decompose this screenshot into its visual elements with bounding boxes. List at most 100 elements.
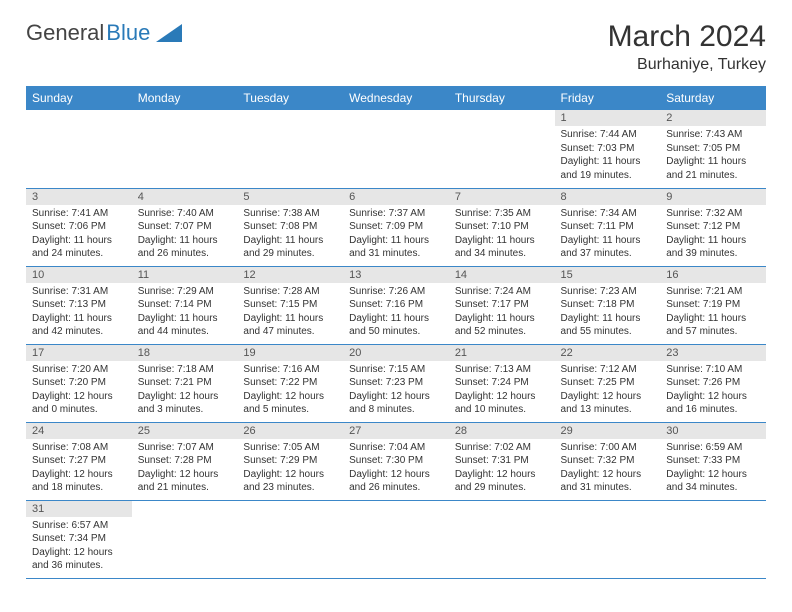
day-body: Sunrise: 7:34 AMSunset: 7:11 PMDaylight:… — [555, 205, 661, 265]
day-number: 27 — [343, 423, 449, 439]
day-number: 11 — [132, 267, 238, 283]
day-number: 23 — [660, 345, 766, 361]
day-body: Sunrise: 7:38 AMSunset: 7:08 PMDaylight:… — [237, 205, 343, 265]
day-body: Sunrise: 7:28 AMSunset: 7:15 PMDaylight:… — [237, 283, 343, 343]
day-number: 6 — [343, 189, 449, 205]
day-cell: 5Sunrise: 7:38 AMSunset: 7:08 PMDaylight… — [237, 188, 343, 266]
day-cell: 27Sunrise: 7:04 AMSunset: 7:30 PMDayligh… — [343, 422, 449, 500]
day-number: 13 — [343, 267, 449, 283]
day-cell: 24Sunrise: 7:08 AMSunset: 7:27 PMDayligh… — [26, 422, 132, 500]
day-number: 24 — [26, 423, 132, 439]
day-number: 14 — [449, 267, 555, 283]
day-cell: 19Sunrise: 7:16 AMSunset: 7:22 PMDayligh… — [237, 344, 343, 422]
day-body: Sunrise: 7:08 AMSunset: 7:27 PMDaylight:… — [26, 439, 132, 499]
day-body: Sunrise: 7:04 AMSunset: 7:30 PMDaylight:… — [343, 439, 449, 499]
calendar-body: 1Sunrise: 7:44 AMSunset: 7:03 PMDaylight… — [26, 110, 766, 578]
empty-cell — [132, 110, 238, 188]
day-number: 18 — [132, 345, 238, 361]
day-number: 4 — [132, 189, 238, 205]
title-block: March 2024 Burhaniye, Turkey — [608, 20, 766, 74]
day-cell: 29Sunrise: 7:00 AMSunset: 7:32 PMDayligh… — [555, 422, 661, 500]
day-number: 12 — [237, 267, 343, 283]
day-cell: 10Sunrise: 7:31 AMSunset: 7:13 PMDayligh… — [26, 266, 132, 344]
day-cell: 6Sunrise: 7:37 AMSunset: 7:09 PMDaylight… — [343, 188, 449, 266]
day-body: Sunrise: 7:10 AMSunset: 7:26 PMDaylight:… — [660, 361, 766, 421]
day-body: Sunrise: 7:41 AMSunset: 7:06 PMDaylight:… — [26, 205, 132, 265]
day-number: 22 — [555, 345, 661, 361]
day-cell: 31Sunrise: 6:57 AMSunset: 7:34 PMDayligh… — [26, 500, 132, 578]
day-body: Sunrise: 7:20 AMSunset: 7:20 PMDaylight:… — [26, 361, 132, 421]
logo-text-1: General — [26, 20, 104, 46]
day-cell: 22Sunrise: 7:12 AMSunset: 7:25 PMDayligh… — [555, 344, 661, 422]
day-body: Sunrise: 7:32 AMSunset: 7:12 PMDaylight:… — [660, 205, 766, 265]
day-number: 9 — [660, 189, 766, 205]
day-number: 16 — [660, 267, 766, 283]
day-body: Sunrise: 7:43 AMSunset: 7:05 PMDaylight:… — [660, 126, 766, 186]
day-body: Sunrise: 7:12 AMSunset: 7:25 PMDaylight:… — [555, 361, 661, 421]
weekday-header: Friday — [555, 86, 661, 110]
empty-cell — [449, 500, 555, 578]
header: GeneralBlue March 2024 Burhaniye, Turkey — [26, 20, 766, 74]
day-number: 28 — [449, 423, 555, 439]
month-title: March 2024 — [608, 20, 766, 54]
day-body: Sunrise: 7:44 AMSunset: 7:03 PMDaylight:… — [555, 126, 661, 186]
day-cell: 28Sunrise: 7:02 AMSunset: 7:31 PMDayligh… — [449, 422, 555, 500]
day-cell: 11Sunrise: 7:29 AMSunset: 7:14 PMDayligh… — [132, 266, 238, 344]
weekday-header: Thursday — [449, 86, 555, 110]
logo: GeneralBlue — [26, 20, 182, 46]
day-number: 31 — [26, 501, 132, 517]
day-cell: 15Sunrise: 7:23 AMSunset: 7:18 PMDayligh… — [555, 266, 661, 344]
day-body: Sunrise: 7:29 AMSunset: 7:14 PMDaylight:… — [132, 283, 238, 343]
day-body: Sunrise: 7:26 AMSunset: 7:16 PMDaylight:… — [343, 283, 449, 343]
day-number: 10 — [26, 267, 132, 283]
day-body: Sunrise: 7:24 AMSunset: 7:17 PMDaylight:… — [449, 283, 555, 343]
day-cell: 20Sunrise: 7:15 AMSunset: 7:23 PMDayligh… — [343, 344, 449, 422]
day-number: 25 — [132, 423, 238, 439]
day-body: Sunrise: 7:18 AMSunset: 7:21 PMDaylight:… — [132, 361, 238, 421]
day-cell: 1Sunrise: 7:44 AMSunset: 7:03 PMDaylight… — [555, 110, 661, 188]
day-cell: 7Sunrise: 7:35 AMSunset: 7:10 PMDaylight… — [449, 188, 555, 266]
day-number: 3 — [26, 189, 132, 205]
day-cell: 13Sunrise: 7:26 AMSunset: 7:16 PMDayligh… — [343, 266, 449, 344]
day-cell: 18Sunrise: 7:18 AMSunset: 7:21 PMDayligh… — [132, 344, 238, 422]
logo-text-2: Blue — [106, 20, 150, 46]
day-body: Sunrise: 7:05 AMSunset: 7:29 PMDaylight:… — [237, 439, 343, 499]
empty-cell — [26, 110, 132, 188]
empty-cell — [343, 500, 449, 578]
empty-cell — [449, 110, 555, 188]
day-number: 21 — [449, 345, 555, 361]
day-number: 26 — [237, 423, 343, 439]
day-body: Sunrise: 7:31 AMSunset: 7:13 PMDaylight:… — [26, 283, 132, 343]
day-body: Sunrise: 7:07 AMSunset: 7:28 PMDaylight:… — [132, 439, 238, 499]
day-cell: 25Sunrise: 7:07 AMSunset: 7:28 PMDayligh… — [132, 422, 238, 500]
day-body: Sunrise: 7:37 AMSunset: 7:09 PMDaylight:… — [343, 205, 449, 265]
day-number: 1 — [555, 110, 661, 126]
day-cell: 30Sunrise: 6:59 AMSunset: 7:33 PMDayligh… — [660, 422, 766, 500]
day-number: 8 — [555, 189, 661, 205]
day-cell: 4Sunrise: 7:40 AMSunset: 7:07 PMDaylight… — [132, 188, 238, 266]
empty-cell — [237, 500, 343, 578]
day-cell: 12Sunrise: 7:28 AMSunset: 7:15 PMDayligh… — [237, 266, 343, 344]
day-number: 30 — [660, 423, 766, 439]
day-number: 2 — [660, 110, 766, 126]
day-cell: 9Sunrise: 7:32 AMSunset: 7:12 PMDaylight… — [660, 188, 766, 266]
day-cell: 26Sunrise: 7:05 AMSunset: 7:29 PMDayligh… — [237, 422, 343, 500]
day-cell: 14Sunrise: 7:24 AMSunset: 7:17 PMDayligh… — [449, 266, 555, 344]
empty-cell — [132, 500, 238, 578]
day-cell: 3Sunrise: 7:41 AMSunset: 7:06 PMDaylight… — [26, 188, 132, 266]
day-cell: 17Sunrise: 7:20 AMSunset: 7:20 PMDayligh… — [26, 344, 132, 422]
day-cell: 2Sunrise: 7:43 AMSunset: 7:05 PMDaylight… — [660, 110, 766, 188]
location: Burhaniye, Turkey — [608, 56, 766, 74]
day-number: 29 — [555, 423, 661, 439]
day-body: Sunrise: 7:21 AMSunset: 7:19 PMDaylight:… — [660, 283, 766, 343]
day-number: 17 — [26, 345, 132, 361]
empty-cell — [660, 500, 766, 578]
day-body: Sunrise: 7:02 AMSunset: 7:31 PMDaylight:… — [449, 439, 555, 499]
day-body: Sunrise: 7:40 AMSunset: 7:07 PMDaylight:… — [132, 205, 238, 265]
weekday-header-row: SundayMondayTuesdayWednesdayThursdayFrid… — [26, 86, 766, 110]
day-number: 19 — [237, 345, 343, 361]
empty-cell — [555, 500, 661, 578]
day-body: Sunrise: 6:59 AMSunset: 7:33 PMDaylight:… — [660, 439, 766, 499]
weekday-header: Monday — [132, 86, 238, 110]
day-cell: 21Sunrise: 7:13 AMSunset: 7:24 PMDayligh… — [449, 344, 555, 422]
